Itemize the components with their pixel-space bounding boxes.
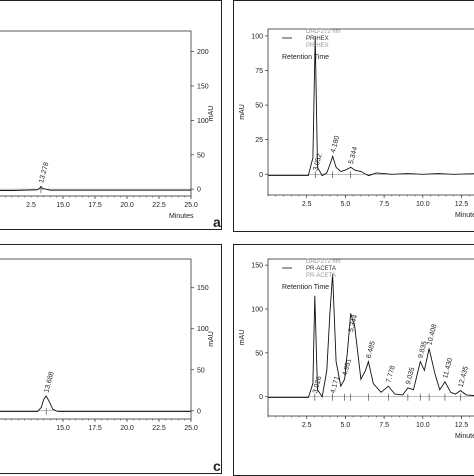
x-tick-label: 5.0 [341,422,351,429]
peak-label: 3.026 [312,375,323,394]
peak-label: 12.435 [458,365,470,388]
y-tick-label: 100 [197,118,209,125]
peak-label: 9.835 [417,340,428,359]
chart-svg-c: 15.0 17.5 20.0 22.5 25.0 0 50 100 150 mAU 13.688 c [0,258,221,474]
chromatogram-trace [268,273,474,399]
legend-entry: PR-HEX [306,43,329,49]
y-tick-label: 0 [197,408,201,415]
legend-entry: PR-HEX [306,36,329,42]
y-tick-label: 150 [251,263,263,270]
plot-frame [0,258,192,420]
x-tick-label: 15.0 [56,425,70,432]
y-tick-label: 0 [197,187,201,194]
peak-label: 13.688 [43,371,55,394]
peak-label: 4.180 [330,135,341,154]
chromatogram-panel-a: 15.0 17.5 20.0 22.5 25.0 2.5 0 50 100 150 200 mAU Mi… [0,0,222,230]
x-axis-label: Minutes [455,433,474,440]
x-tick-label: 7.5 [379,422,389,429]
x-tick-label: 15.0 [56,202,70,209]
x-tick-label: 22.5 [152,202,166,209]
x-axis-label: Minutes [169,213,194,220]
legend-entry: DAD-272 nm [306,29,341,35]
x-tick-label: 20.0 [120,202,134,209]
peak-label: 13.278 [38,161,50,184]
chart-svg-d: 2.5 5.0 7.5 10.0 12.5 0 50 100 150 mAU Minutes 3.02… [239,258,474,440]
chromatogram-panel-c: 15.0 17.5 20.0 22.5 25.0 0 50 100 150 mAU 13.688 c [0,244,222,474]
y-tick-label: 150 [197,285,209,292]
y-tick-label: 50 [255,103,263,110]
chart-svg-a: 15.0 17.5 20.0 22.5 25.0 2.5 0 50 100 150 200 mAU Mi… [0,30,221,230]
legend-entry: PR-ACETA [306,266,336,272]
plot-frame [0,30,192,197]
legend-subtitle: Retention Time [282,284,329,291]
y-tick-label: 0 [259,394,263,401]
chromatogram-trace [0,185,191,191]
x-tick-label: 10.0 [416,422,430,429]
peak-label: 9.035 [405,367,416,386]
plot-frame [267,28,474,196]
plot-frame [267,258,474,417]
peak-label: 5.344 [348,146,359,165]
peak-label: 4.171 [330,375,341,394]
y-tick-label: 75 [255,68,263,75]
peak-label: 6.485 [366,340,377,359]
peak-label: 7.778 [386,365,397,384]
chromatogram-panel-b: 2.5 5.0 7.5 10.0 12.5 0 25 50 75 100 mAU Minutes 3.0… [233,0,474,232]
x-tick-label: 10.0 [416,201,430,208]
y-tick-label: 200 [197,49,209,56]
chromatogram-trace [0,395,191,413]
panel-letter: c [213,458,221,474]
x-tick-label: 20.0 [120,425,134,432]
x-tick-label: 12.5 [455,422,469,429]
x-tick-label: 17.5 [88,202,102,209]
y-tick-label: 150 [197,84,209,91]
legend-entry: DAD-272 nm [306,259,341,265]
x-tick-label: 5.0 [341,201,351,208]
legend-entry: PR-ACETA [306,273,336,279]
chromatogram-panel-d: 2.5 5.0 7.5 10.0 12.5 0 50 100 150 mAU Minutes 3.02… [233,244,474,476]
y-tick-label: 100 [197,326,209,333]
x-tick-label: 7.5 [379,201,389,208]
y-axis-label: mAU [208,331,215,347]
y-tick-label: 0 [259,172,263,179]
y-tick-label: 50 [197,152,205,159]
panel-letter: a [213,214,221,230]
y-tick-label: 50 [197,367,205,374]
x-tick-label: 2.5 [302,422,312,429]
x-tick-label: 22.5 [152,425,166,432]
y-tick-label: 25 [255,137,263,144]
y-tick-label: 50 [255,350,263,357]
chromatogram-trace [268,35,474,177]
x-tick-label: 17.5 [88,425,102,432]
peak-label: 3.052 [312,153,323,172]
y-axis-label: mAU [239,104,246,120]
y-tick-label: 100 [251,33,263,40]
x-tick-label-partial: 2.5 [26,202,36,209]
peak-label: 11.430 [442,357,454,379]
peak-label: 10.408 [426,323,438,346]
x-tick-label: 2.5 [302,201,312,208]
peak-label: 4.951 [342,358,353,377]
y-tick-label: 100 [251,306,263,313]
x-axis-label: Minutes [455,212,474,219]
x-tick-label: 25.0 [184,202,198,209]
chart-svg-b: 2.5 5.0 7.5 10.0 12.5 0 25 50 75 100 mAU Minutes 3.0… [239,28,474,219]
peak-label: 5.344 [348,314,359,333]
y-axis-label: mAU [239,330,246,346]
x-tick-label: 12.5 [455,201,469,208]
x-tick-label: 25.0 [184,425,198,432]
y-axis-label: mAU [208,106,215,122]
legend-subtitle: Retention Time [282,54,329,61]
